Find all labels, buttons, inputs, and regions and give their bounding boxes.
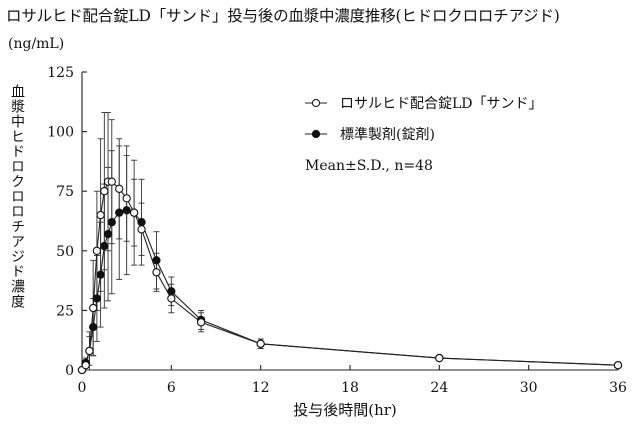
data-point-test xyxy=(613,361,623,370)
y-tick-label: 50 xyxy=(56,244,74,260)
data-point-reference xyxy=(107,218,116,227)
x-tick-label: 0 xyxy=(78,380,87,396)
data-point-test xyxy=(85,346,94,356)
data-point-test xyxy=(152,268,161,277)
y-axis-unit: (ng/mL) xyxy=(8,36,65,52)
error-bars xyxy=(82,112,621,371)
series-line-test xyxy=(81,181,619,371)
x-tick-label: 6 xyxy=(167,380,176,396)
x-tick-label: 18 xyxy=(341,380,359,396)
data-point-test xyxy=(256,339,265,348)
data-point-test xyxy=(92,246,102,255)
data-point-test xyxy=(115,184,124,193)
data-point-test xyxy=(96,210,105,220)
data-points xyxy=(77,177,623,375)
data-point-test xyxy=(435,353,444,363)
y-tick-label: 100 xyxy=(47,125,74,141)
data-point-reference xyxy=(100,241,109,251)
data-point-reference xyxy=(122,206,131,215)
data-point-reference xyxy=(115,208,124,217)
data-point-test xyxy=(196,318,206,327)
data-point-reference xyxy=(167,287,176,296)
legend-label-test: ロサルヒド配合錠LD「サンド」 xyxy=(340,96,543,112)
legend-label-reference: 標準製剤(錠剤) xyxy=(340,127,435,143)
axes: 0 25 50 75 100 125 0 6 12 18 24 30 36 xyxy=(47,65,627,396)
data-point-reference xyxy=(152,256,161,265)
data-point-test xyxy=(100,187,109,196)
data-point-test xyxy=(122,194,131,203)
x-tick-label: 30 xyxy=(520,380,538,396)
legend-marker-reference xyxy=(311,129,321,139)
data-point-test xyxy=(167,294,176,303)
legend: ロサルヒド配合錠LD「サンド」 標準製剤(錠剤) Mean±S.D., n=48 xyxy=(305,96,543,174)
y-tick-label: 125 xyxy=(47,65,74,81)
data-point-reference xyxy=(137,218,146,227)
data-point-test xyxy=(137,225,146,234)
data-point-reference xyxy=(103,229,113,239)
data-point-test xyxy=(129,208,139,217)
data-point-test xyxy=(107,177,116,186)
data-point-reference xyxy=(96,270,105,279)
data-point-test xyxy=(89,303,98,313)
legend-annotation: Mean±S.D., n=48 xyxy=(305,158,433,174)
y-tick-label: 75 xyxy=(56,184,74,200)
x-tick-label: 12 xyxy=(252,380,270,396)
data-point-reference xyxy=(92,294,102,303)
series-line-reference xyxy=(81,209,619,371)
x-tick-label: 36 xyxy=(609,380,627,396)
legend-marker-test xyxy=(311,98,321,108)
y-tick-label: 25 xyxy=(56,303,74,319)
series-lines xyxy=(81,181,619,371)
x-tick-label: 24 xyxy=(430,380,448,396)
y-tick-label: 0 xyxy=(65,363,74,379)
data-point-test xyxy=(81,361,90,370)
data-point-reference xyxy=(89,322,98,332)
x-axis-label: 投与後時間(hr) xyxy=(293,401,397,419)
y-axis-label: 血漿中ヒドロクロロチアジド濃度 xyxy=(9,84,25,309)
chart-title: ロサルヒド配合錠LD「サンド」投与後の血漿中濃度推移(ヒドロクロロチアジド) xyxy=(6,7,560,25)
